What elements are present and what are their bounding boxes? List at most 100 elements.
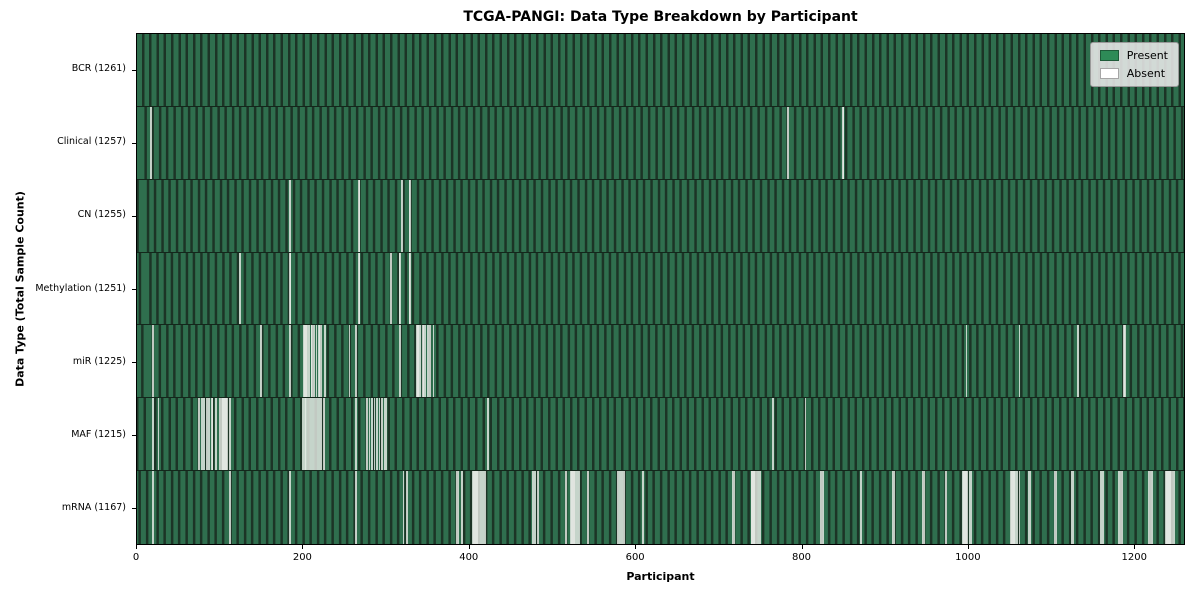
plot-area: Present Absent xyxy=(136,33,1185,545)
absent-mark xyxy=(409,179,412,252)
absent-mark xyxy=(198,398,201,471)
y-tick-mark xyxy=(132,69,136,71)
absent-mark xyxy=(1072,471,1075,544)
absent-mark xyxy=(432,325,435,398)
absent-mark xyxy=(211,398,214,471)
x-tick-mark xyxy=(967,545,969,549)
y-tick-mark xyxy=(132,215,136,217)
absent-mark xyxy=(787,106,789,179)
absent-mark xyxy=(1018,471,1021,544)
absent-mark xyxy=(1101,471,1104,544)
absent-mark xyxy=(480,471,483,544)
absent-mark xyxy=(288,179,291,252)
absent-mark xyxy=(358,179,361,252)
absent-mark xyxy=(150,106,152,179)
absent-mark xyxy=(239,252,241,325)
y-tick-label-cn: CN (1255) xyxy=(77,209,126,221)
absent-mark xyxy=(616,471,619,544)
absent-mark xyxy=(427,325,430,398)
absent-mark xyxy=(578,471,581,544)
legend-entry-present: Present xyxy=(1099,50,1168,61)
x-tick-mark xyxy=(302,545,304,549)
absent-mark xyxy=(385,398,387,471)
absent-mark xyxy=(820,471,823,544)
absent-mark xyxy=(641,471,644,544)
y-tick-label-bcr: BCR (1261) xyxy=(71,63,126,75)
absent-mark xyxy=(323,325,326,398)
absent-mark xyxy=(219,398,221,471)
absent-mark xyxy=(355,471,358,544)
legend-entry-absent: Absent xyxy=(1099,67,1168,80)
absent-mark xyxy=(968,471,971,544)
absent-mark xyxy=(804,398,807,471)
absent-mark xyxy=(307,398,309,471)
absent-mark xyxy=(320,325,323,398)
absent-mark xyxy=(860,471,862,544)
absent-mark xyxy=(229,471,231,544)
absent-mark xyxy=(755,471,758,544)
absent-mark xyxy=(944,471,947,544)
absent-mark xyxy=(399,252,402,325)
absent-mark xyxy=(383,398,386,471)
absent-mark xyxy=(1173,471,1175,544)
y-tick-mark xyxy=(132,142,136,144)
legend-absent-label: Absent xyxy=(1126,67,1166,80)
absent-mark xyxy=(842,106,845,179)
y-tick-label-clinical: Clinical (1257) xyxy=(57,136,126,148)
absent-mark xyxy=(891,471,894,544)
absent-mark xyxy=(731,471,734,544)
absent-mark xyxy=(537,471,539,544)
absent-mark xyxy=(419,325,422,398)
absent-mark xyxy=(970,471,973,544)
x-tick-label-800: 800 xyxy=(791,552,812,563)
absent-mark xyxy=(1027,471,1030,544)
x-tick-label-200: 200 xyxy=(292,552,312,563)
x-tick-mark xyxy=(801,545,803,549)
absent-mark xyxy=(208,398,211,471)
y-tick-mark xyxy=(132,435,136,437)
absent-mark xyxy=(288,325,291,398)
absent-mark xyxy=(205,398,208,471)
absent-mark xyxy=(964,471,967,544)
absent-mark xyxy=(422,325,425,398)
absent-mark xyxy=(308,398,311,471)
legend-present-swatch xyxy=(1099,50,1119,61)
absent-mark xyxy=(151,471,154,544)
absent-mark xyxy=(376,398,378,471)
heatmap-row-mrna xyxy=(137,471,1184,544)
x-tick-mark xyxy=(635,545,637,549)
y-tick-label-methylation: Methylation (1251) xyxy=(35,282,126,294)
absent-mark xyxy=(758,471,761,544)
absent-mark xyxy=(315,398,318,471)
x-tick-label-400: 400 xyxy=(459,552,479,563)
absent-mark xyxy=(757,471,759,544)
absent-mark xyxy=(355,325,358,398)
absent-mark xyxy=(317,398,319,471)
absent-mark xyxy=(1018,325,1021,398)
x-axis-label: Participant xyxy=(626,570,695,583)
absent-mark xyxy=(1100,471,1102,544)
absent-mark xyxy=(482,471,485,544)
absent-mark xyxy=(1055,471,1058,544)
y-tick-label-maf: MAF (1215) xyxy=(71,428,126,440)
absent-mark xyxy=(1148,471,1150,544)
absent-mark xyxy=(1013,471,1016,544)
absent-mark xyxy=(313,325,315,398)
y-tick-label-mir: miR (1225) xyxy=(72,355,126,367)
absent-mark xyxy=(1118,471,1121,544)
absent-mark xyxy=(371,398,373,471)
x-tick-label-1200: 1200 xyxy=(1121,552,1147,563)
absent-mark xyxy=(923,471,925,544)
absent-mark xyxy=(366,398,368,471)
absent-mark xyxy=(623,471,626,544)
x-tick-mark xyxy=(468,545,470,549)
absent-mark xyxy=(429,325,431,398)
absent-mark xyxy=(532,471,534,544)
absent-mark xyxy=(323,398,325,471)
absent-mark xyxy=(772,398,774,471)
x-tick-mark xyxy=(136,545,137,549)
chart-title: TCGA-PANGI: Data Type Breakdown by Parti… xyxy=(463,9,858,25)
absent-mark xyxy=(311,325,314,398)
absent-mark xyxy=(157,398,160,471)
